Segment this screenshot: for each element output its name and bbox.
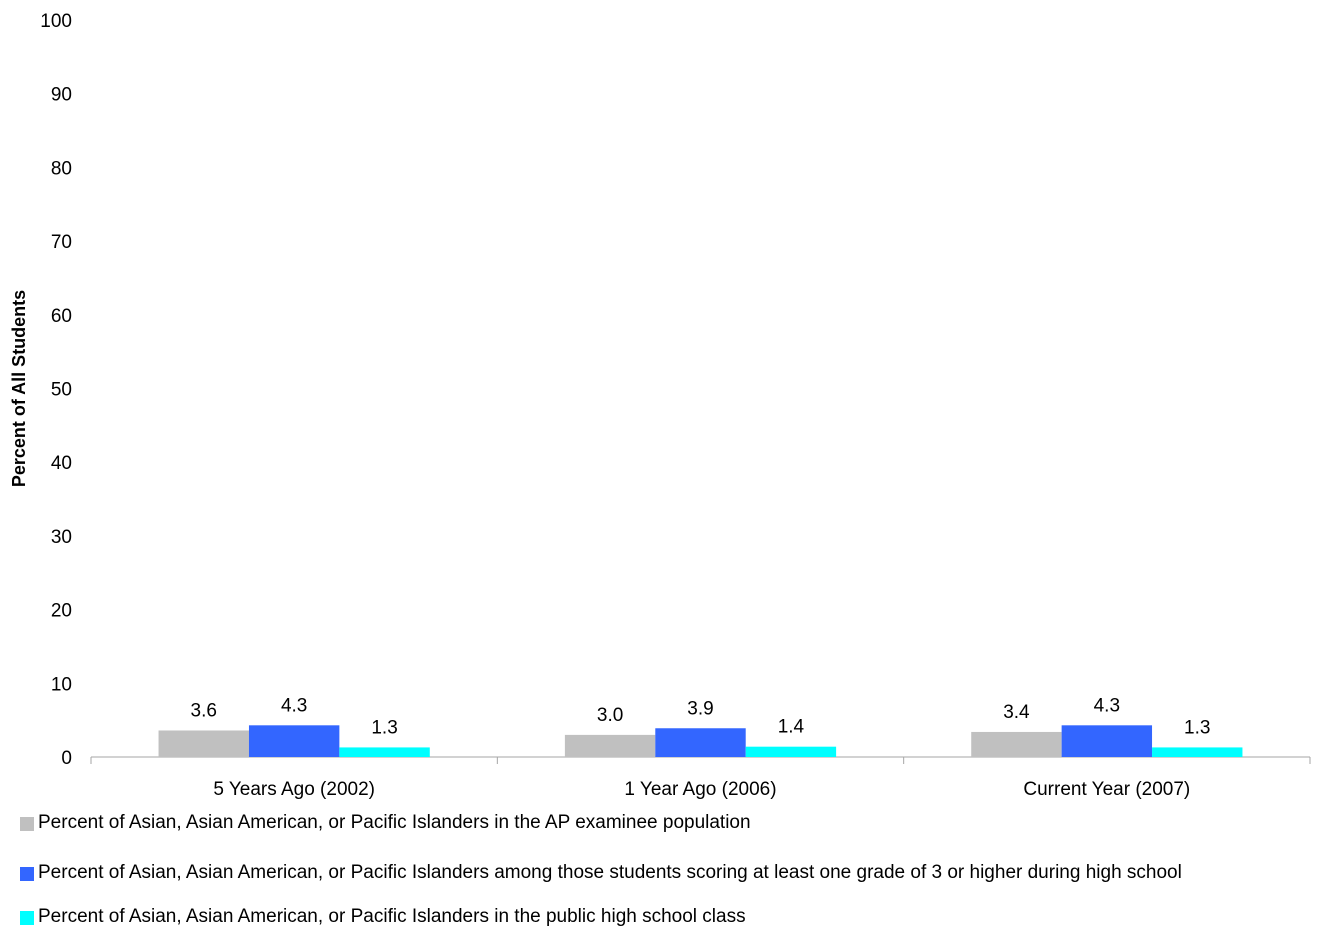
bar (655, 728, 746, 757)
bar (971, 731, 1062, 757)
data-label: 1.3 (1184, 717, 1210, 738)
bar (1152, 747, 1243, 757)
x-tick-label: Current Year (2007) (1023, 779, 1190, 800)
legend-item-scoring: Percent of Asian, Asian American, or Pac… (20, 862, 1182, 884)
y-tick-label: 0 (61, 748, 72, 769)
y-tick-label: 30 (51, 527, 72, 548)
bar (564, 734, 656, 757)
legend-item-public-class: Percent of Asian, Asian American, or Pac… (20, 906, 746, 928)
y-axis-title: Percent of All Students (9, 290, 29, 487)
data-label: 3.6 (191, 700, 217, 721)
bar (248, 725, 340, 757)
y-tick-label: 10 (51, 674, 72, 695)
y-tick-label: 80 (51, 158, 72, 179)
legend-swatch-examinee (20, 817, 34, 831)
data-label: 3.9 (687, 698, 713, 719)
legend-item-examinee: Percent of Asian, Asian American, or Pac… (20, 812, 751, 834)
data-label: 3.4 (1003, 702, 1030, 723)
y-tick-label: 100 (40, 11, 72, 32)
legend-label-scoring: Percent of Asian, Asian American, or Pac… (38, 862, 1182, 883)
data-label: 3.0 (597, 705, 623, 726)
legend-swatch-public-class (20, 911, 34, 925)
legend-swatch-scoring (20, 867, 34, 881)
y-tick-label: 90 (51, 85, 72, 106)
data-label: 1.3 (371, 717, 397, 738)
data-label: 4.3 (1094, 695, 1120, 716)
data-label: 1.4 (778, 717, 805, 738)
y-tick-label: 60 (51, 306, 72, 327)
legend-label-public-class: Percent of Asian, Asian American, or Pac… (38, 906, 746, 927)
legend-label-examinee: Percent of Asian, Asian American, or Pac… (38, 812, 751, 833)
y-tick-label: 20 (51, 601, 72, 622)
bar (339, 747, 430, 757)
y-tick-label: 70 (51, 232, 72, 253)
bar (158, 730, 249, 757)
x-tick-label: 5 Years Ago (2002) (213, 779, 375, 800)
y-tick-label: 40 (51, 453, 72, 474)
bar (745, 746, 837, 757)
x-tick-label: 1 Year Ago (2006) (624, 779, 776, 800)
bar-chart-svg: Percent of All Students 0 10 20 30 40 50 60 70 80… (9, 11, 1311, 800)
y-tick-label: 50 (51, 380, 72, 401)
bar (1061, 725, 1153, 757)
data-label: 4.3 (281, 695, 307, 716)
